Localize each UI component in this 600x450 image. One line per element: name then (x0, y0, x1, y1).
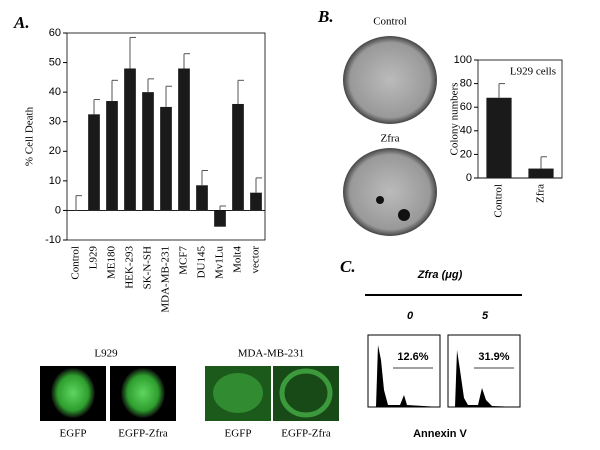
x-tick-label: HEK-293 (124, 246, 136, 289)
y-tick-label: 0 (55, 204, 61, 216)
axis-label: Annexin V (413, 428, 467, 440)
group-label: L929 (94, 348, 118, 360)
cell (279, 368, 333, 418)
x-tick-label: ME180 (106, 246, 118, 280)
panel-label: C. (340, 257, 356, 276)
y-tick-label: 10 (49, 175, 61, 187)
y-tick-label: -10 (45, 234, 61, 246)
image-caption: EGFP-Zfra (118, 428, 168, 440)
bar (250, 192, 262, 211)
dish-label: Control (373, 16, 407, 28)
histogram-trace (450, 350, 520, 407)
bar (178, 68, 190, 211)
percent: 31.9% (478, 351, 509, 363)
bar (528, 168, 554, 178)
cell (213, 373, 263, 413)
x-tick-label: SK-N-SH (142, 246, 154, 289)
y-tick-label: 60 (460, 101, 472, 113)
y-axis-label: Colony numbers (449, 82, 461, 155)
image-caption: EGFP-Zfra (281, 428, 331, 440)
annotation: L929 cells (510, 66, 556, 78)
bar (88, 114, 100, 211)
x-tick-label: vector (250, 246, 262, 274)
panel-label: A. (13, 13, 30, 32)
cell (51, 368, 95, 418)
y-tick-label: 60 (49, 27, 61, 39)
x-tick-label: Zfra (535, 184, 547, 203)
x-tick-label: Control (493, 184, 505, 218)
percent: 12.6% (397, 351, 428, 363)
y-tick-label: 40 (460, 125, 472, 137)
cell (121, 368, 165, 418)
x-tick-label: DU145 (196, 246, 208, 279)
bar (486, 97, 512, 178)
image-caption: EGFP (225, 428, 252, 440)
y-axis-label: % Cell Death (24, 106, 36, 166)
bar (142, 92, 154, 211)
y-tick-label: 50 (49, 56, 61, 68)
x-tick-label: Control (70, 246, 82, 280)
panel-label: B. (317, 7, 334, 26)
y-tick-label: 0 (466, 172, 472, 184)
x-tick-label: Molt4 (232, 246, 244, 273)
x-tick-label: L929 (88, 246, 100, 270)
dose: 5 (482, 310, 489, 322)
histogram-trace (370, 345, 440, 407)
dish-image (343, 36, 437, 124)
y-tick-label: 20 (460, 148, 472, 160)
bar (106, 101, 118, 211)
x-tick-label: Mv1Lu (214, 246, 226, 280)
y-tick-label: 40 (49, 86, 61, 98)
bar (124, 68, 136, 211)
colony (398, 209, 410, 221)
x-tick-label: MDA-MB-231 (160, 246, 172, 313)
dish-label: Zfra (381, 133, 400, 145)
image-caption: EGFP (60, 428, 87, 440)
bar (160, 106, 172, 211)
group-label: MDA-MB-231 (238, 348, 305, 360)
bar (196, 185, 208, 211)
bar (232, 103, 244, 211)
bar (214, 210, 226, 227)
dish-image (343, 148, 437, 236)
plot-frame (66, 32, 266, 241)
y-tick-label: 20 (49, 145, 61, 157)
panel-title: Zfra (μg) (417, 269, 463, 281)
y-tick-label: 80 (460, 78, 472, 90)
y-tick-label: 30 (49, 116, 61, 128)
x-tick-label: MCF7 (178, 246, 190, 275)
y-tick-label: 100 (454, 54, 472, 66)
colony (376, 196, 384, 204)
dose: 0 (407, 310, 414, 322)
